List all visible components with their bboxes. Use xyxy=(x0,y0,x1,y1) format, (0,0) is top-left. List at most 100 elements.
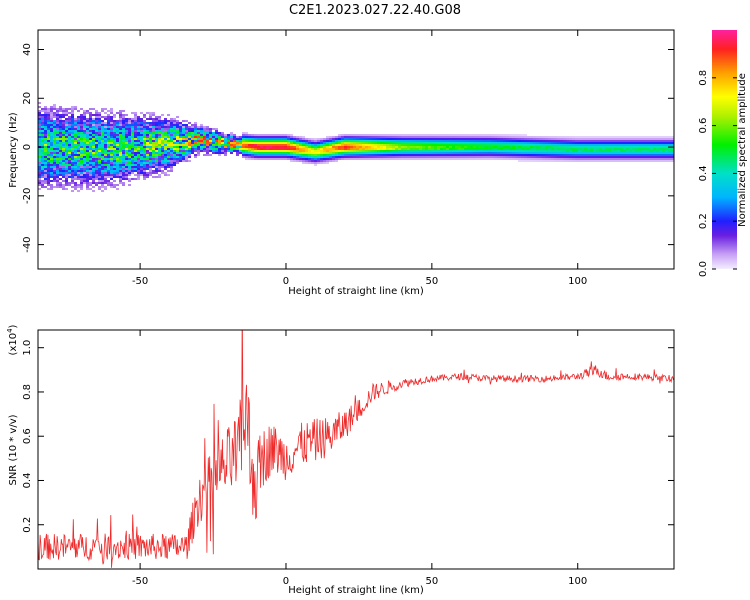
heatmap-cell xyxy=(296,148,299,150)
heatmap-cell xyxy=(659,152,662,154)
heatmap-cell xyxy=(38,120,41,122)
heatmap-cell xyxy=(608,142,611,144)
heatmap-cell xyxy=(104,122,107,124)
heatmap-cell xyxy=(485,142,488,144)
heatmap-cell xyxy=(350,150,353,152)
heatmap-cell xyxy=(620,148,623,150)
heatmap-cell xyxy=(548,146,551,148)
heatmap-cell xyxy=(107,162,110,164)
heatmap-cell xyxy=(284,138,287,140)
heatmap-cell xyxy=(578,136,581,138)
heatmap-cell xyxy=(323,140,326,142)
heatmap-cell xyxy=(647,148,650,150)
heatmap-cell xyxy=(200,130,203,132)
heatmap-cell xyxy=(293,142,296,144)
heatmap-cell xyxy=(638,138,641,140)
heatmap-cell xyxy=(656,138,659,140)
heatmap-cell xyxy=(134,138,137,140)
heatmap-cell xyxy=(326,150,329,152)
heatmap-cell xyxy=(161,170,164,172)
heatmap-cell xyxy=(50,138,53,140)
heatmap-cell xyxy=(269,156,272,158)
heatmap-cell xyxy=(56,160,59,162)
heatmap-cell xyxy=(290,158,293,160)
heatmap-cell xyxy=(623,144,626,146)
heatmap-cell xyxy=(179,134,182,136)
colorbar-tick-label: 0.2 xyxy=(698,213,709,229)
heatmap-cell xyxy=(167,124,170,126)
heatmap-cell xyxy=(314,150,317,152)
heatmap-cell xyxy=(536,146,539,148)
heatmap-cell xyxy=(119,162,122,164)
heatmap-cell xyxy=(488,152,491,154)
heatmap-cell xyxy=(494,134,497,136)
heatmap-cell xyxy=(140,118,143,120)
heatmap-cell xyxy=(644,156,647,158)
heatmap-cell xyxy=(119,152,122,154)
heatmap-cell xyxy=(158,150,161,152)
heatmap-cell xyxy=(107,150,110,152)
heatmap-cell xyxy=(608,152,611,154)
heatmap-cell xyxy=(146,136,149,138)
heatmap-cell xyxy=(650,144,653,146)
heatmap-cell xyxy=(137,146,140,148)
heatmap-cell xyxy=(197,126,200,128)
heatmap-cell xyxy=(128,134,131,136)
heatmap-cell xyxy=(194,124,197,126)
heatmap-cell xyxy=(548,156,551,158)
heatmap-cell xyxy=(500,146,503,148)
heatmap-cell xyxy=(56,134,59,136)
heatmap-cell xyxy=(125,132,128,134)
heatmap-cell xyxy=(155,166,158,168)
heatmap-cell xyxy=(56,110,59,112)
heatmap-cell xyxy=(395,140,398,142)
heatmap-cell xyxy=(671,148,674,150)
heatmap-cell xyxy=(59,128,62,130)
heatmap-cell xyxy=(572,144,575,146)
heatmap-cell xyxy=(341,152,344,154)
heatmap-cell xyxy=(563,158,566,160)
heatmap-cell xyxy=(473,150,476,152)
heatmap-cell xyxy=(260,144,263,146)
heatmap-cell xyxy=(209,138,212,140)
heatmap-cell xyxy=(245,152,248,154)
heatmap-cell xyxy=(104,188,107,190)
heatmap-cell xyxy=(44,162,47,164)
heatmap-cell xyxy=(95,166,98,168)
heatmap-cell xyxy=(83,176,86,178)
heatmap-cell xyxy=(47,170,50,172)
heatmap-cell xyxy=(167,146,170,148)
heatmap-cell xyxy=(113,176,116,178)
heatmap-cell xyxy=(230,136,233,138)
heatmap-cell xyxy=(206,130,209,132)
heatmap-cell xyxy=(92,170,95,172)
heatmap-cell xyxy=(98,114,101,116)
heatmap-cell xyxy=(524,140,527,142)
heatmap-cell xyxy=(62,112,65,114)
heatmap-cell xyxy=(236,144,239,146)
heatmap-cell xyxy=(65,110,68,112)
heatmap-cell xyxy=(482,154,485,156)
heatmap-cell xyxy=(137,128,140,130)
heatmap-cell xyxy=(446,134,449,136)
heatmap-cell xyxy=(56,116,59,118)
heatmap-cell xyxy=(140,156,143,158)
heatmap-cell xyxy=(65,156,68,158)
heatmap-cell xyxy=(398,148,401,150)
heatmap-cell xyxy=(494,136,497,138)
heatmap-cell xyxy=(545,152,548,154)
heatmap-cell xyxy=(143,114,146,116)
heatmap-cell xyxy=(599,156,602,158)
heatmap-cell xyxy=(356,144,359,146)
heatmap-cell xyxy=(140,168,143,170)
heatmap-cell xyxy=(629,138,632,140)
heatmap-cell xyxy=(44,138,47,140)
heatmap-cell xyxy=(278,136,281,138)
heatmap-cell xyxy=(440,136,443,138)
heatmap-cell xyxy=(443,148,446,150)
heatmap-cell xyxy=(296,156,299,158)
heatmap-cell xyxy=(668,158,671,160)
heatmap-cell xyxy=(71,134,74,136)
heatmap-cell xyxy=(278,154,281,156)
heatmap-cell xyxy=(212,144,215,146)
